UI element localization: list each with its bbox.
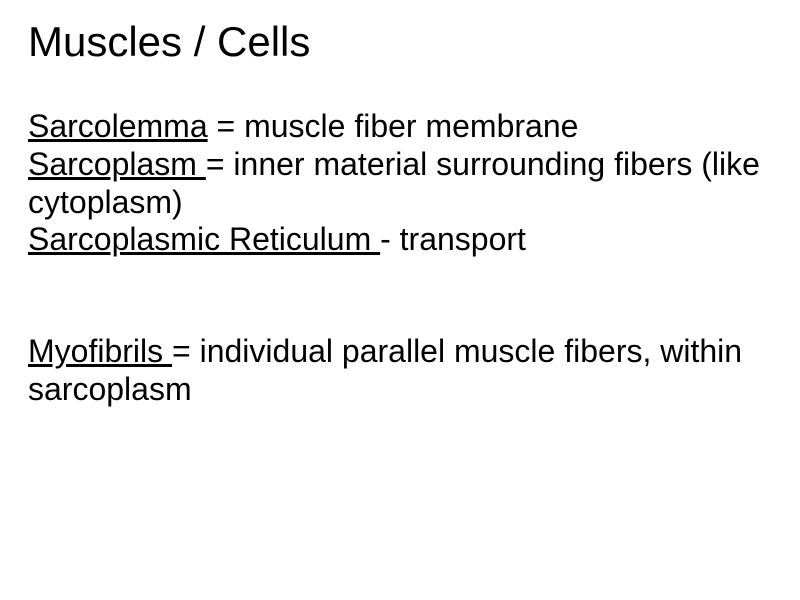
separator: - xyxy=(380,221,400,257)
separator: = xyxy=(172,333,200,369)
separator: = xyxy=(208,108,244,144)
definition-line: Sarcoplasm = inner material surrounding … xyxy=(28,146,772,222)
term: Sarcoplasmic Reticulum xyxy=(28,221,380,257)
term: Sarcolemma xyxy=(28,108,208,144)
slide: Muscles / Cells Sarcolemma = muscle fibe… xyxy=(0,0,800,600)
definition-line: Myofibrils = individual parallel muscle … xyxy=(28,333,772,409)
definition: muscle fiber membrane xyxy=(244,108,578,144)
spacer xyxy=(28,259,772,333)
definition-line: Sarcoplasmic Reticulum - transport xyxy=(28,221,772,259)
separator: = xyxy=(206,146,234,182)
definition-line: Sarcolemma = muscle fiber membrane xyxy=(28,108,772,146)
page-title: Muscles / Cells xyxy=(28,18,772,66)
term: Myofibrils xyxy=(28,333,172,369)
definition: transport xyxy=(400,221,526,257)
term: Sarcoplasm xyxy=(28,146,206,182)
body-text: Sarcolemma = muscle fiber membrane Sarco… xyxy=(28,108,772,409)
